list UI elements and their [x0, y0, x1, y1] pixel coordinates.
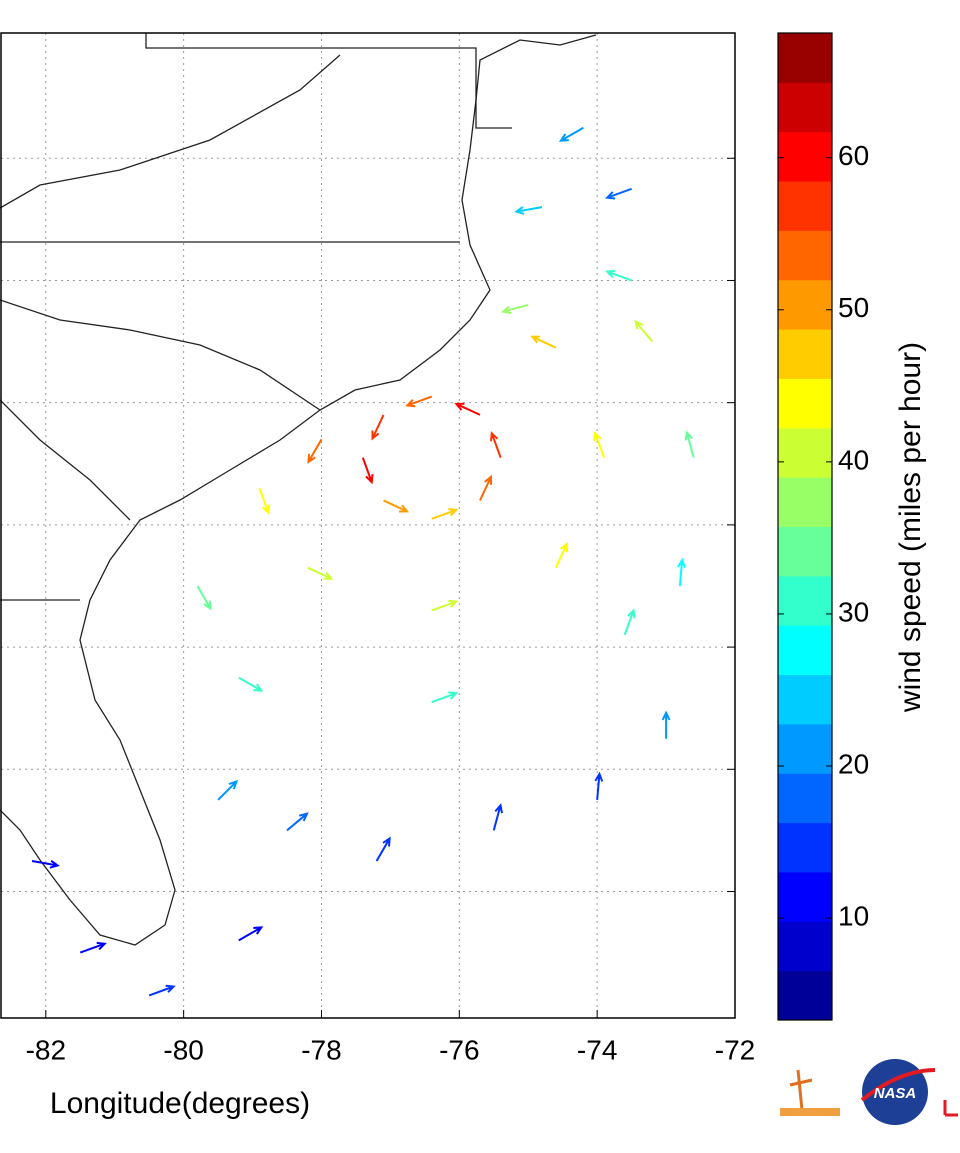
- wind-arrow: [361, 457, 374, 485]
- x-tick-label: -76: [439, 1034, 479, 1065]
- colorbar-frame: [777, 32, 833, 1021]
- wind-arrow: [79, 941, 107, 954]
- wind-arrow: [492, 803, 503, 831]
- colorbar-band: [778, 181, 832, 231]
- wind-arrow: [307, 438, 323, 464]
- colorbar-band: [778, 526, 832, 577]
- logo-shape: [780, 1108, 840, 1116]
- colorbar-tick-label: 60: [838, 140, 869, 171]
- colorbar-band: [778, 427, 832, 478]
- colorbar-band: [778, 131, 832, 182]
- logo-shape: [860, 1068, 936, 1102]
- wind-arrow: [594, 771, 604, 800]
- colorbar-band: [778, 921, 832, 972]
- colorbar-band: [778, 477, 832, 527]
- wind-arrow: [217, 779, 239, 801]
- state-border: [0, 54, 341, 209]
- colorbar-band: [778, 279, 832, 330]
- x-tick-label: -80: [163, 1034, 203, 1065]
- wind-arrow: [530, 335, 557, 349]
- wind-arrow: [238, 926, 264, 942]
- state-border: [145, 33, 512, 129]
- wind-arrow: [31, 859, 60, 869]
- logo-text: NASA: [874, 1085, 917, 1102]
- wind-arrow: [371, 414, 385, 441]
- wind-arrow: [286, 812, 309, 832]
- logo-shape: [789, 1069, 813, 1111]
- wind-arrow: [148, 984, 176, 997]
- wind-vectors: [31, 126, 695, 997]
- wind-arrow: [375, 836, 391, 862]
- colorbar-band: [778, 230, 832, 281]
- colorbar-band: [778, 723, 832, 774]
- wind-arrow: [431, 508, 459, 520]
- x-tick-label: -82: [26, 1034, 66, 1065]
- colorbar-tick-label: 10: [838, 900, 869, 931]
- wind-arrow: [558, 126, 584, 142]
- nasa-logo: NASA: [860, 1059, 936, 1125]
- wind-arrow: [605, 187, 632, 200]
- isro-logo: [780, 1069, 840, 1116]
- east-coast: [0, 34, 597, 946]
- wind-arrow: [514, 206, 543, 215]
- colorbar-tick-label: 20: [838, 748, 869, 779]
- wind-arrow: [661, 710, 671, 739]
- colorbar-tick-label: 40: [838, 444, 869, 475]
- wind-arrow: [684, 430, 695, 458]
- wind-arrow: [489, 431, 502, 459]
- wind-arrow: [554, 542, 568, 569]
- x-tick-label: -74: [577, 1034, 617, 1065]
- wind-arrow: [196, 585, 212, 611]
- colorbar-label: wind speed (miles per hour): [894, 342, 927, 713]
- colorbar-band: [778, 329, 832, 379]
- colorbar-tick-label: 50: [838, 292, 869, 323]
- colorbar-band: [778, 822, 832, 873]
- x-axis-label: Longitude(degrees): [50, 1087, 310, 1120]
- plot-frame: [0, 32, 736, 1019]
- wind-arrow: [383, 499, 410, 513]
- coastline: [0, 33, 597, 946]
- wind-arrow: [593, 431, 605, 459]
- colorbar-band: [778, 82, 832, 133]
- wind-arrow: [405, 395, 433, 408]
- wind-arrow: [677, 557, 686, 587]
- wind-arrow: [454, 402, 481, 416]
- wind-arrow: [238, 676, 264, 692]
- grid: [1, 33, 736, 1018]
- wind-arrow: [431, 691, 459, 704]
- state-border: [0, 299, 321, 411]
- x-tick-label: -78: [301, 1034, 341, 1065]
- colorbar-band: [778, 871, 832, 922]
- wind-arrow: [479, 474, 493, 501]
- colorbar-band: [778, 33, 832, 83]
- logo-shape: [862, 1059, 928, 1125]
- colorbar-band: [778, 378, 832, 429]
- colorbar-band: [778, 674, 832, 725]
- colorbar-bands: [778, 33, 832, 1021]
- wind-arrow: [431, 599, 459, 612]
- wind-arrow: [623, 608, 636, 636]
- logo-shape: [943, 1100, 958, 1117]
- colorbar-band: [778, 970, 832, 1021]
- wind-arrow: [500, 303, 529, 315]
- wind-arrow: [605, 269, 632, 282]
- wind-arrow: [634, 319, 654, 343]
- colorbar-band: [778, 773, 832, 824]
- colorbar-band: [778, 575, 832, 626]
- wind-arrow: [307, 566, 334, 580]
- colorbar-tick-label: 30: [838, 596, 869, 627]
- x-tick-label: -72: [715, 1034, 755, 1065]
- wind-arrow: [258, 487, 271, 515]
- colorbar-band: [778, 625, 832, 676]
- state-border: [0, 399, 131, 521]
